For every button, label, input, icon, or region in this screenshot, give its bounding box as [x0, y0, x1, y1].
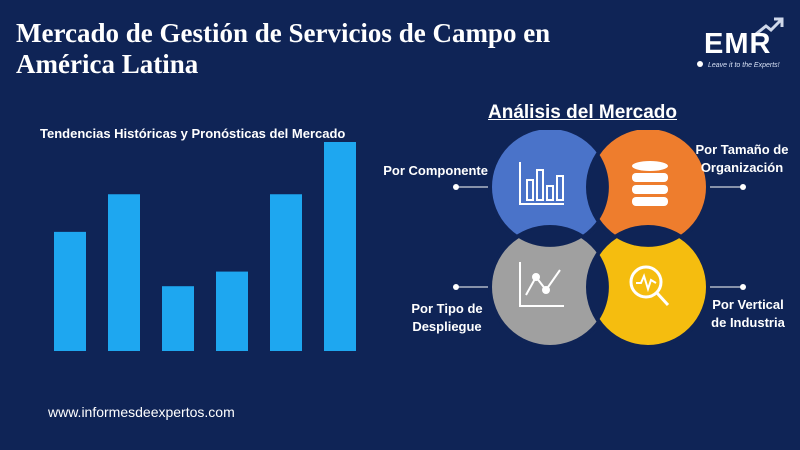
overlap-right	[615, 227, 681, 247]
logo-dot-icon	[697, 61, 703, 67]
overlap-top	[589, 154, 609, 220]
connector-dot-tamano	[740, 184, 746, 190]
database-icon	[632, 161, 668, 206]
page-title: Mercado de Gestión de Servicios de Campo…	[16, 18, 551, 79]
market-trend-bar-chart	[54, 142, 356, 351]
segment-label-despliegue: Por Tipo de Despliegue	[411, 301, 483, 334]
website-link[interactable]: www.informesdeexpertos.com	[48, 404, 235, 420]
growth-arrow-icon	[755, 17, 784, 36]
segment-label-componente: Por Componente	[383, 163, 488, 178]
bar-3	[162, 286, 194, 351]
bar-2	[108, 194, 140, 351]
connector-dot-componente	[453, 184, 459, 190]
bar-5	[270, 194, 302, 351]
connector-dot-despliegue	[453, 284, 459, 290]
overlap-left	[517, 227, 583, 247]
logo-text: EMR	[704, 28, 772, 60]
connectors	[453, 184, 746, 290]
connector-dot-vertical	[740, 284, 746, 290]
line-chart-icon	[519, 262, 564, 307]
magnifier-analytics-icon	[629, 265, 670, 307]
segment-label-tamano: Por Tamaño de Organización	[695, 142, 789, 175]
bar-6	[324, 142, 356, 351]
overlap-bottom	[589, 254, 609, 320]
segment-label-vertical: Por Vertical de Industria	[711, 297, 785, 330]
bar-chart-icon	[519, 162, 564, 205]
bar-4	[216, 271, 248, 351]
emr-logo[interactable]: EMR Leave it to the Experts!	[692, 17, 788, 80]
analysis-title: Análisis del Mercado	[488, 102, 678, 123]
logo-tagline: Leave it to the Experts!	[708, 62, 780, 69]
chart-title: Tendencias Históricas y Pronósticas del …	[40, 126, 346, 141]
market-analysis-venn	[453, 130, 746, 349]
bar-1	[54, 231, 86, 351]
